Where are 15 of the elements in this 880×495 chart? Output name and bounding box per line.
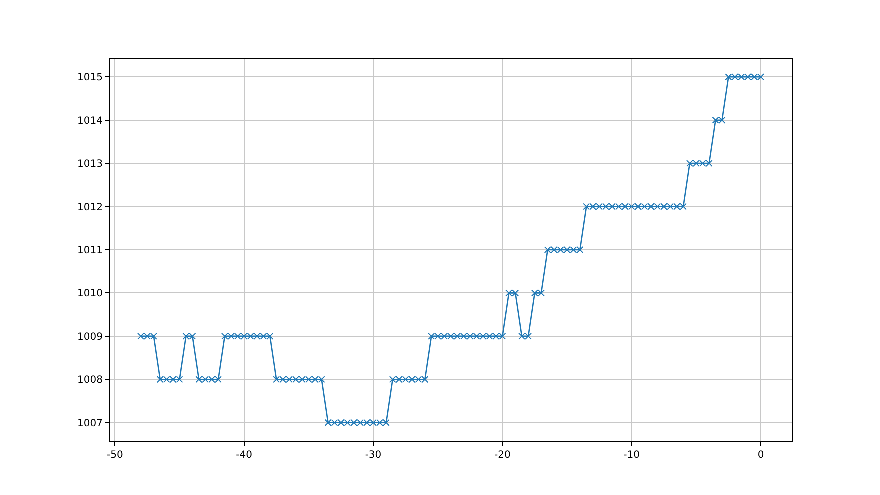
y-tick-label: 1014 xyxy=(78,116,103,127)
x-tick-label: -20 xyxy=(494,450,511,461)
x-tick-label: -30 xyxy=(365,450,382,461)
x-tick-label: 0 xyxy=(758,450,764,461)
y-tick-label: 1013 xyxy=(78,159,103,170)
y-tick-label: 1012 xyxy=(78,202,103,214)
y-tick-label: 1007 xyxy=(78,418,103,430)
x-tick-label: -50 xyxy=(107,450,124,461)
x-tick-label: -10 xyxy=(624,450,640,461)
y-tick-label: 1009 xyxy=(78,332,103,343)
y-tick-label: 1011 xyxy=(78,246,103,256)
y-tick-label: 1010 xyxy=(78,288,103,300)
y-tick-label: 1008 xyxy=(78,375,103,386)
y-tick-label: 1015 xyxy=(78,72,103,84)
x-tick-label: -40 xyxy=(236,450,252,461)
